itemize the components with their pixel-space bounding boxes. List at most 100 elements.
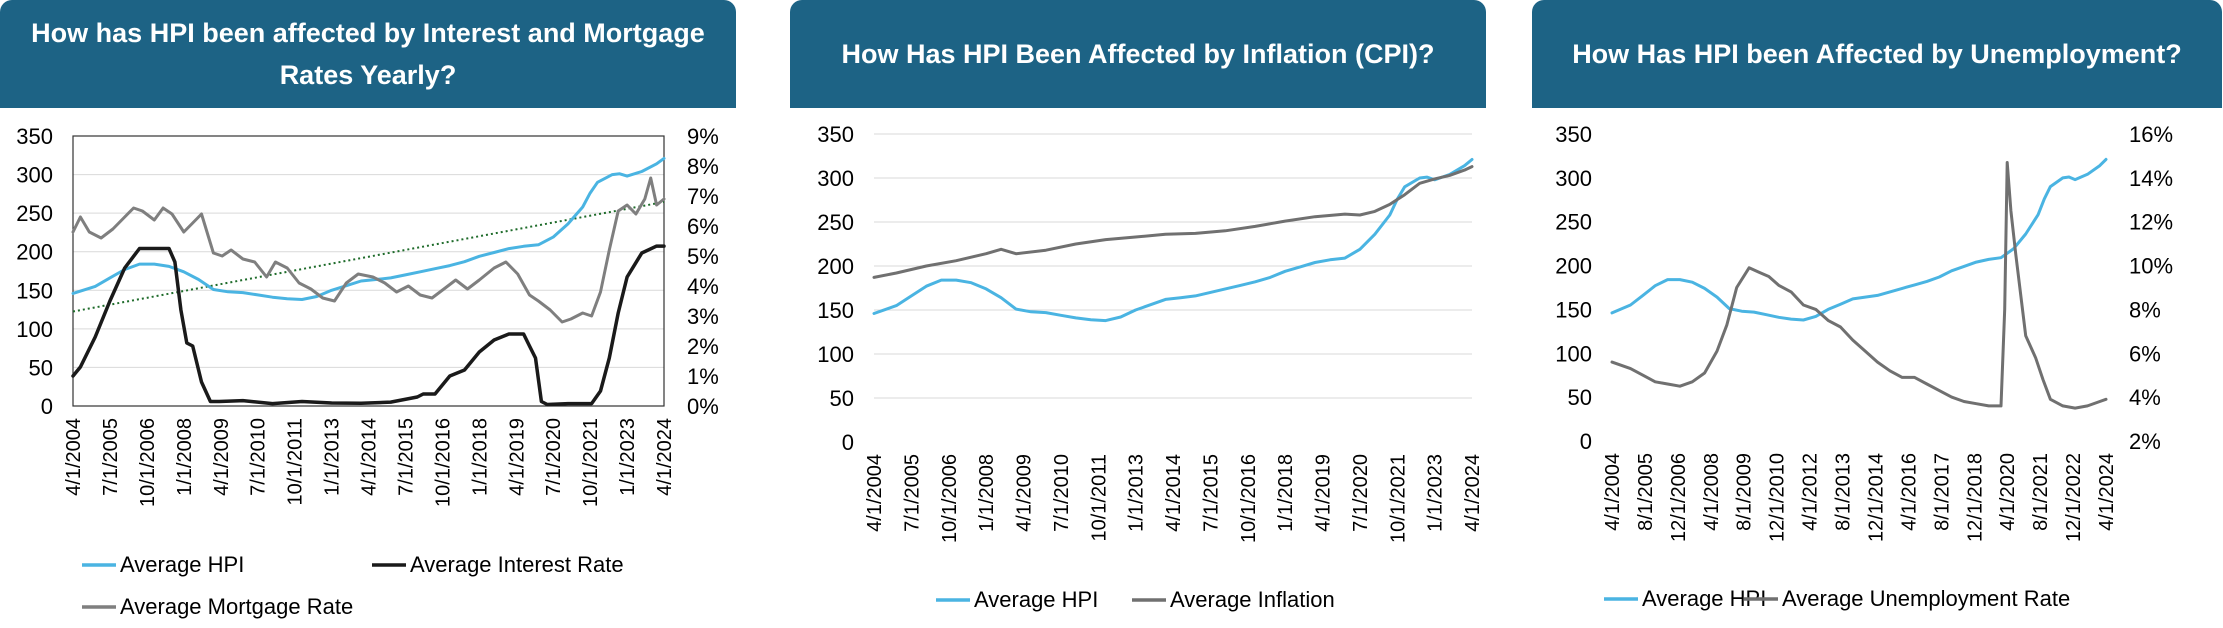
series-line-average-inflation [872, 165, 1474, 279]
series-line-average-hpi [872, 158, 1474, 323]
chart-svg-unemployment: 0 50 100 150 200 250 300 350 2% 4% 6% 8% 10% 12% 14% 16… [1555, 122, 2173, 611]
x-axis-tick-label: 12/1/2018 [1964, 453, 1986, 542]
y-axis-tick-label: 250 [16, 201, 53, 226]
x-axis-tick-label: 1/1/2023 [617, 418, 639, 496]
chart-title-banner: How Has HPI been Affected by Unemploymen… [1532, 0, 2222, 108]
legend-label: Average HPI [120, 552, 244, 577]
x-axis-tick-label: 4/1/2024 [2096, 453, 2118, 531]
y2-axis-tick-label: 10% [2129, 254, 2173, 279]
chart-svg-interest-mortgage: 0 50 100 150 200 250 300 350 0% 1% 2% 3% 4% 5% 6% 7% 8% 9… [16, 124, 719, 619]
y-axis-tick-label: 150 [16, 278, 53, 303]
y-axis-tick-label: 150 [817, 298, 854, 323]
series-line-average-unemployment-rate [1610, 161, 2108, 410]
chart-title: How Has HPI Been Affected by Inflation (… [841, 39, 1435, 69]
chart-title: How has HPI been affected by Interest an… [31, 18, 705, 90]
y-axis-tick-label: 250 [1555, 210, 1592, 235]
x-axis-tick-label: 1/1/2018 [1275, 454, 1297, 532]
x-axis-tick-label: 4/1/2004 [1602, 453, 1624, 531]
y2-axis-tick-label: 8% [687, 154, 719, 179]
y2-axis-tick-label: 4% [2129, 385, 2161, 410]
y2-axis-tick-label: 4% [687, 274, 719, 299]
x-axis-tick-label: 1/1/2013 [322, 418, 344, 496]
x-axis-tick-label: 1/1/2013 [1126, 454, 1148, 532]
x-axis-tick-label: 4/1/2014 [359, 418, 381, 496]
x-axis-tick-label: 1/1/2018 [469, 418, 491, 496]
x-axis-tick-label: 12/1/2010 [1767, 453, 1789, 542]
x-axis-tick-label: 8/1/2009 [1734, 453, 1756, 531]
x-axis-tick-label: 4/1/2009 [1014, 454, 1036, 532]
y2-axis-tick-label: 7% [687, 184, 719, 209]
chart-panel-inflation: How Has HPI Been Affected by Inflation (… [790, 0, 1490, 628]
legend-label: Average HPI [974, 587, 1098, 612]
x-axis-tick-label: 8/1/2017 [1931, 453, 1953, 531]
y-axis-tick-label: 50 [1568, 385, 1592, 410]
y2-axis-tick-label: 3% [687, 304, 719, 329]
x-axis-tick-label: 7/1/2020 [1350, 454, 1372, 532]
y2-axis-tick-label: 5% [687, 244, 719, 269]
x-axis-tick-label: 7/1/2005 [901, 454, 923, 532]
series-line-average-mortgage-rate [71, 176, 666, 324]
chart-title-banner: How Has HPI Been Affected by Inflation (… [790, 0, 1486, 108]
x-axis-tick-label: 4/1/2024 [1462, 454, 1484, 532]
x-axis-tick-label: 4/1/2020 [1997, 453, 2019, 531]
y2-axis-tick-label: 2% [2129, 429, 2161, 454]
x-axis-tick-label: 4/1/2008 [1701, 453, 1723, 531]
x-axis-tick-label: 10/1/2021 [580, 418, 602, 507]
legend-label: Average Unemployment Rate [1782, 586, 2070, 611]
x-axis-tick-label: 4/1/2024 [654, 418, 676, 496]
series-line-average-hpi [71, 156, 666, 301]
y-axis-tick-label: 350 [1555, 122, 1592, 147]
x-axis-tick-label: 1/1/2008 [976, 454, 998, 532]
y2-axis-tick-label: 6% [687, 214, 719, 239]
x-axis-tick-label: 12/1/2014 [1865, 453, 1887, 542]
y-axis-tick-label: 200 [817, 254, 854, 279]
x-axis-tick-label: 7/1/2010 [248, 418, 270, 496]
x-axis-tick-label: 7/1/2005 [100, 418, 122, 496]
y-axis-tick-label: 200 [16, 240, 53, 265]
x-axis-tick-label: 4/1/2004 [864, 454, 886, 532]
y-axis-tick-label: 350 [817, 122, 854, 147]
x-axis-tick-label: 10/1/2021 [1387, 454, 1409, 543]
chart-panel-interest-mortgage: How has HPI been affected by Interest an… [0, 0, 740, 628]
x-axis-tick-label: 10/1/2016 [432, 418, 454, 507]
y-axis-tick-label: 300 [1555, 166, 1592, 191]
plot-area-border [72, 135, 665, 407]
y-axis-tick-label: 0 [41, 394, 53, 419]
x-axis-tick-label: 10/1/2016 [1238, 454, 1260, 543]
x-axis-tick-label: 8/1/2013 [1833, 453, 1855, 531]
legend-label: Average Mortgage Rate [120, 594, 353, 619]
y-axis-tick-label: 200 [1555, 254, 1592, 279]
trendline-mortgage-rate [72, 201, 665, 313]
y-axis-tick-label: 100 [817, 342, 854, 367]
y-axis-tick-label: 50 [830, 386, 854, 411]
x-axis-tick-label: 7/1/2010 [1051, 454, 1073, 532]
x-axis-tick-label: 7/1/2020 [543, 418, 565, 496]
x-axis-tick-label: 4/1/2014 [1163, 454, 1185, 532]
x-axis-tick-label: 4/1/2012 [1800, 453, 1822, 531]
y-axis-tick-label: 300 [16, 163, 53, 188]
y2-axis-tick-label: 1% [687, 364, 719, 389]
legend-label: Average Interest Rate [410, 552, 624, 577]
x-axis-tick-label: 10/1/2006 [939, 454, 961, 543]
y2-axis-tick-label: 12% [2129, 210, 2173, 235]
y-axis-tick-label: 100 [16, 317, 53, 342]
y-axis-tick-label: 50 [29, 355, 53, 380]
x-axis-tick-label: 4/1/2004 [63, 418, 85, 496]
y2-axis-tick-label: 16% [2129, 122, 2173, 147]
x-axis-tick-label: 4/1/2019 [1313, 454, 1335, 532]
x-axis-tick-label: 10/1/2011 [285, 418, 307, 506]
x-axis-tick-label: 1/1/2023 [1425, 454, 1447, 532]
y2-axis-tick-label: 8% [2129, 297, 2161, 322]
x-axis-tick-label: 7/1/2015 [395, 418, 417, 496]
x-axis-tick-label: 4/1/2016 [1898, 453, 1920, 531]
y2-axis-tick-label: 14% [2129, 166, 2173, 191]
chart-panel-unemployment: How Has HPI been Affected by Unemploymen… [1532, 0, 2222, 628]
y-axis-tick-label: 100 [1555, 341, 1592, 366]
y2-axis-tick-label: 2% [687, 334, 719, 359]
chart-title-banner: How has HPI been affected by Interest an… [0, 0, 736, 108]
series-line-average-interest-rate [71, 244, 666, 407]
x-axis-tick-label: 10/1/2006 [137, 418, 159, 507]
x-axis-tick-label: 10/1/2011 [1088, 454, 1110, 542]
x-axis-tick-label: 12/1/2022 [2063, 453, 2085, 542]
series-line-average-hpi [1610, 157, 2108, 322]
